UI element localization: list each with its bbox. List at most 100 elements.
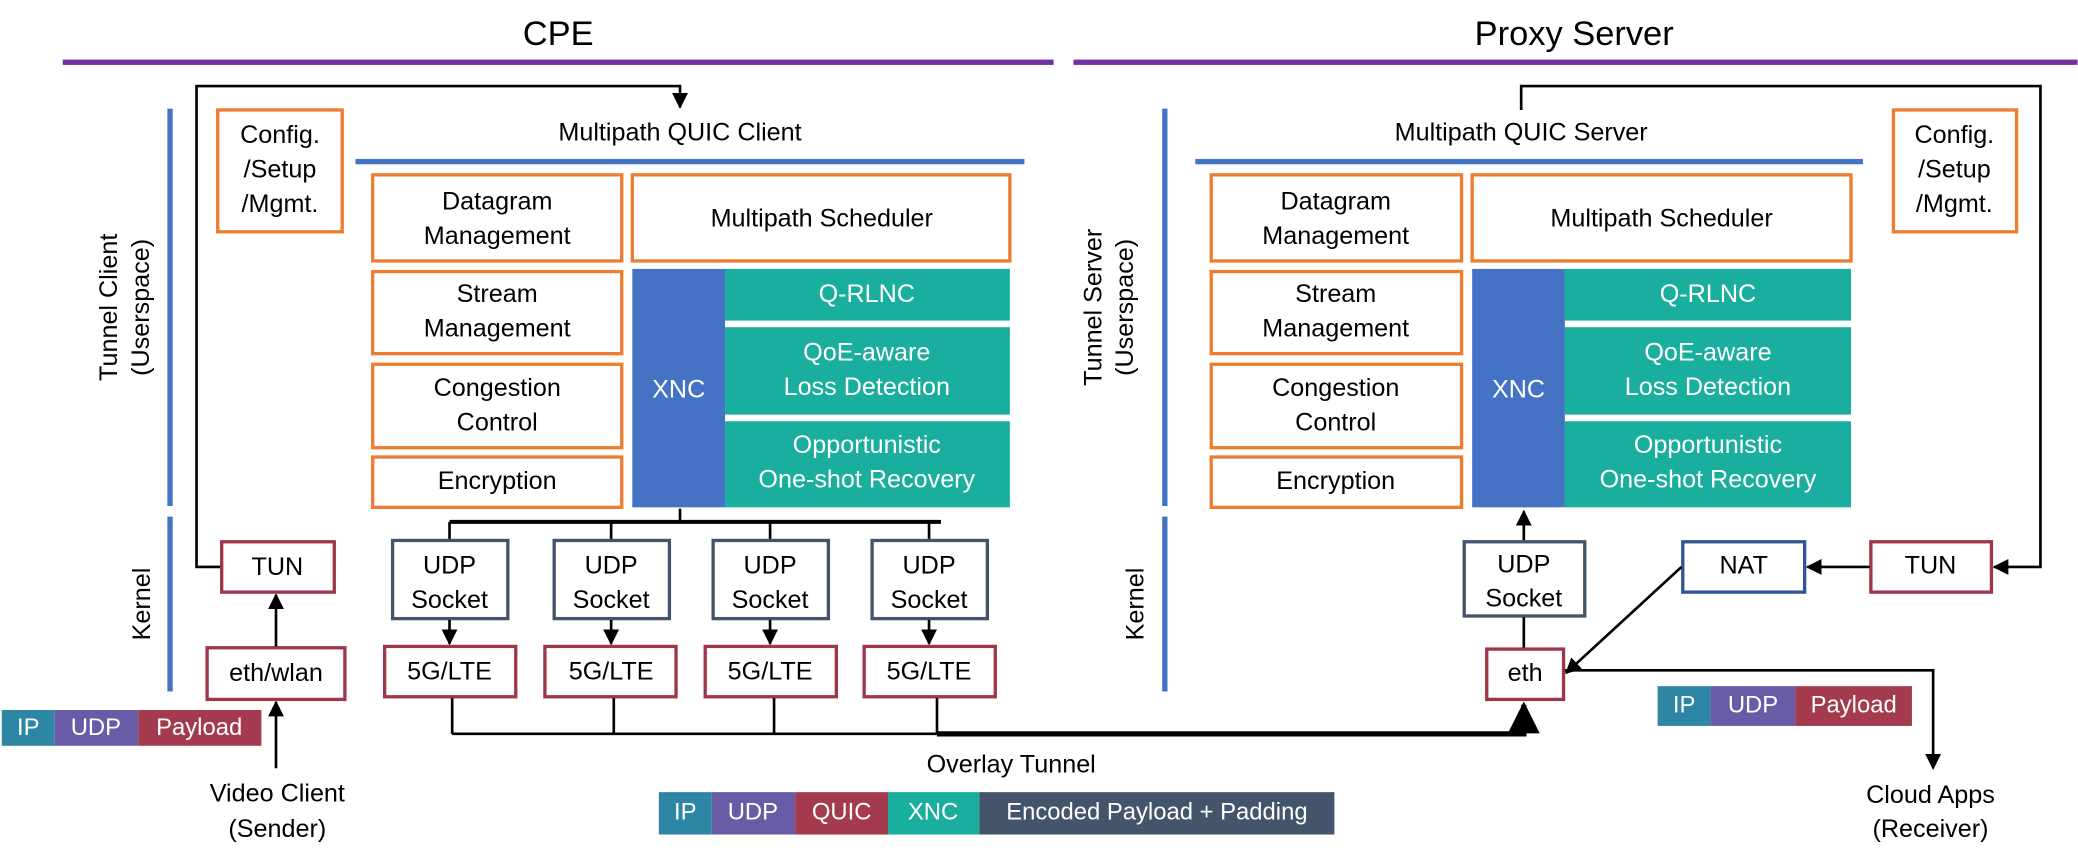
svg-text:Control: Control xyxy=(1295,409,1376,437)
overlay-tunnel-label: Overlay Tunnel xyxy=(927,750,1096,778)
proxy-kernel-bar xyxy=(1162,516,1168,692)
proxy-q-rlnc: Q-RLNC xyxy=(1564,268,1852,321)
proxy-congestion-control: Congestion Control xyxy=(1209,362,1464,450)
svg-text:QoE-aware: QoE-aware xyxy=(803,338,930,366)
svg-text:Congestion: Congestion xyxy=(434,374,561,402)
proxy-tun-box: TUN xyxy=(1869,540,1994,594)
cpe-q-rlnc: Q-RLNC xyxy=(725,268,1010,321)
svg-text:Loss Detection: Loss Detection xyxy=(784,373,950,401)
proxy-title: Proxy Server xyxy=(1475,15,1674,53)
proxy-nat-to-eth-arrow xyxy=(1565,565,1683,675)
svg-text:5G/LTE: 5G/LTE xyxy=(569,658,654,686)
cpe-section-line xyxy=(62,59,1054,65)
cpe-quic-line xyxy=(355,158,1025,165)
proxy-kernel-label: Kernel xyxy=(1122,568,1150,641)
cpe-kernel-label: Kernel xyxy=(128,568,156,641)
cpe-stream-management: Stream Management xyxy=(371,269,624,356)
proxy-config-box: Config. /Setup /Mgmt. xyxy=(1891,108,2019,234)
proxy-packet-format: IP UDP Payload xyxy=(1657,686,1912,726)
proxy-multipath-scheduler: Multipath Scheduler xyxy=(1470,173,1853,263)
overlay-tunnel-path xyxy=(450,698,1540,737)
cpe-config-box: Config. /Setup /Mgmt. xyxy=(216,108,344,234)
svg-text:Cloud Apps: Cloud Apps xyxy=(1866,781,1995,809)
svg-text:/Mgmt.: /Mgmt. xyxy=(242,190,319,218)
svg-text:Socket: Socket xyxy=(1485,585,1562,613)
svg-text:(Receiver): (Receiver) xyxy=(1872,815,1988,843)
proxy-quic-line xyxy=(1195,158,1863,165)
cpe-interface-3: 5G/LTE xyxy=(703,644,838,699)
svg-text:Socket: Socket xyxy=(411,586,488,614)
packet-ip: IP xyxy=(1673,691,1696,718)
svg-text:Control: Control xyxy=(457,409,538,437)
svg-text:eth/wlan: eth/wlan xyxy=(229,659,323,687)
svg-text:Congestion: Congestion xyxy=(1272,374,1399,402)
svg-text:Socket: Socket xyxy=(732,586,809,614)
packet-ip: IP xyxy=(17,714,40,741)
svg-text:(Userspace): (Userspace) xyxy=(127,239,155,376)
proxy-eth-box: eth xyxy=(1485,647,1566,702)
svg-text:Video Client: Video Client xyxy=(210,779,345,807)
proxy-section-line xyxy=(1073,59,2078,65)
svg-text:eth: eth xyxy=(1508,659,1543,687)
svg-text:TUN: TUN xyxy=(1905,552,1957,580)
proxy-nat-box: NAT xyxy=(1681,540,1807,594)
svg-text:/Mgmt.: /Mgmt. xyxy=(1916,190,1993,218)
svg-text:Tunnel Server: Tunnel Server xyxy=(1079,229,1107,386)
svg-text:Multipath Scheduler: Multipath Scheduler xyxy=(1550,205,1772,233)
svg-text:Opportunistic: Opportunistic xyxy=(1634,431,1782,459)
cpe-udp-socket-4: UDP Socket xyxy=(870,538,989,621)
svg-text:NAT: NAT xyxy=(1719,552,1767,580)
proxy-udp-socket: UDP Socket xyxy=(1462,540,1587,618)
svg-text:(Userspace): (Userspace) xyxy=(1111,239,1139,376)
svg-text:UDP: UDP xyxy=(585,552,638,580)
svg-text:/Setup: /Setup xyxy=(244,156,317,184)
svg-text:Datagram: Datagram xyxy=(1280,187,1390,215)
cpe-xnc: XNC xyxy=(632,268,726,508)
proxy-userspace-bar xyxy=(1162,108,1168,507)
proxy-eth-to-cloud-arrow xyxy=(1564,668,1942,770)
svg-text:Multipath Scheduler: Multipath Scheduler xyxy=(711,205,933,233)
svg-text:Stream: Stream xyxy=(457,280,538,308)
packet-xnc: XNC xyxy=(908,799,958,826)
cpe-socket-drops xyxy=(448,521,931,541)
cpe-interface-1: 5G/LTE xyxy=(382,644,518,699)
svg-text:Opportunistic: Opportunistic xyxy=(793,431,941,459)
svg-text:Tunnel Client: Tunnel Client xyxy=(95,234,123,381)
svg-text:5G/LTE: 5G/LTE xyxy=(728,658,813,686)
svg-text:Management: Management xyxy=(424,222,571,250)
overlay-packet-format: IP UDP QUIC XNC Encoded Payload + Paddin… xyxy=(658,792,1335,835)
packet-udp: UDP xyxy=(1728,691,1778,718)
svg-text:(Sender): (Sender) xyxy=(228,815,326,843)
cpe-packet-format: IP UDP Payload xyxy=(1,710,262,746)
cpe-kernel-bar xyxy=(167,516,173,692)
proxy-stream-management: Stream Management xyxy=(1209,269,1464,356)
svg-text:UDP: UDP xyxy=(423,552,476,580)
svg-text:UDP: UDP xyxy=(744,552,797,580)
svg-text:XNC: XNC xyxy=(1492,375,1545,403)
cpe-encryption: Encryption xyxy=(371,455,624,509)
svg-text:Management: Management xyxy=(1262,314,1409,342)
cloud-apps-label: Cloud Apps (Receiver) xyxy=(1866,781,1995,843)
svg-text:5G/LTE: 5G/LTE xyxy=(887,658,972,686)
packet-udp: UDP xyxy=(728,799,778,826)
cpe-quic-title: Multipath QUIC Client xyxy=(558,118,801,146)
cpe-interface-4: 5G/LTE xyxy=(862,644,997,699)
cpe-tun-box: TUN xyxy=(220,540,336,594)
proxy-datagram-management: Datagram Management xyxy=(1209,173,1464,263)
proxy-quic-title: Multipath QUIC Server xyxy=(1395,118,1648,146)
cpe-socket-to-interface-arrows xyxy=(441,619,938,646)
proxy-qoe-loss-detection: QoE-aware Loss Detection xyxy=(1564,327,1852,415)
svg-text:QoE-aware: QoE-aware xyxy=(1644,338,1771,366)
svg-text:Encryption: Encryption xyxy=(1276,467,1395,495)
cpe-udp-socket-2: UDP Socket xyxy=(552,538,672,621)
packet-encoded-payload: Encoded Payload + Padding xyxy=(1006,799,1307,826)
svg-text:TUN: TUN xyxy=(251,553,303,581)
proxy-quic-to-tun-arrow xyxy=(1519,84,2042,575)
svg-text:Datagram: Datagram xyxy=(442,187,552,215)
cpe-congestion-control: Congestion Control xyxy=(371,362,624,450)
svg-text:Config.: Config. xyxy=(240,121,320,149)
svg-text:Socket: Socket xyxy=(891,586,968,614)
proxy-encryption: Encryption xyxy=(1209,455,1464,509)
proxy-userspace-label: Tunnel Server (Userspace) xyxy=(1079,229,1139,386)
